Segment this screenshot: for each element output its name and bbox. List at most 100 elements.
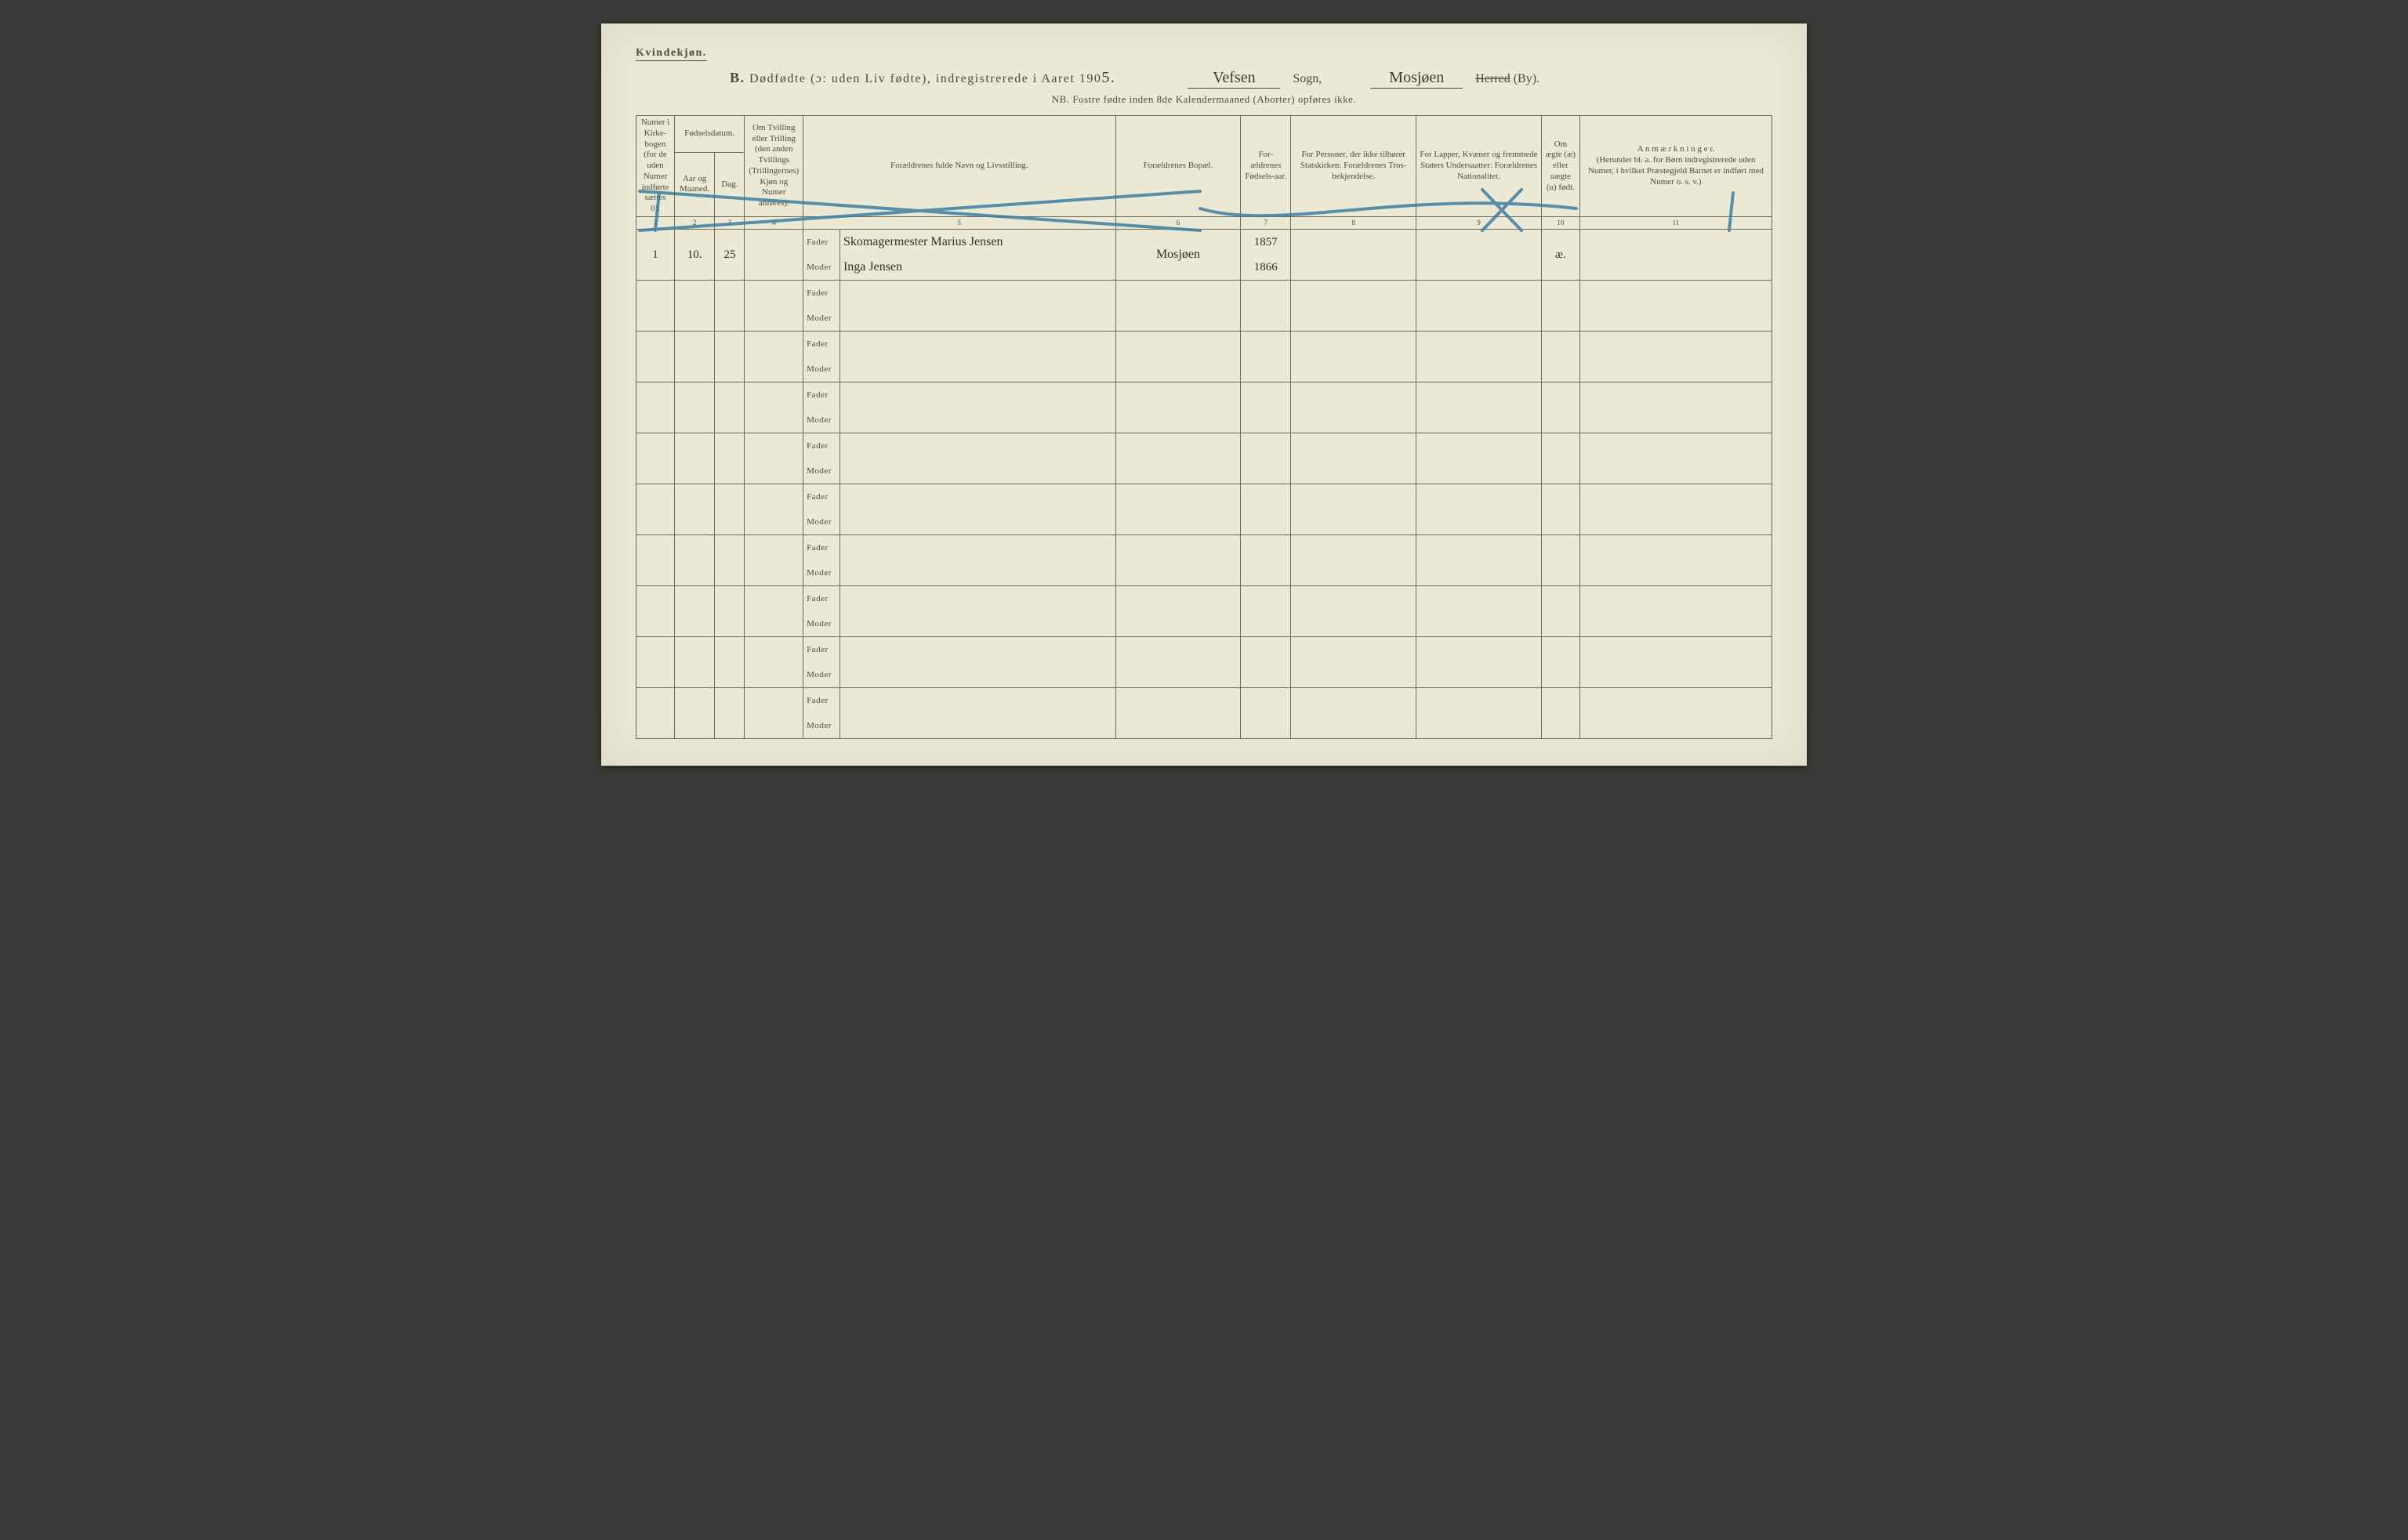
legitimacy: [1541, 382, 1579, 433]
father-name: [840, 586, 1115, 612]
moder-label: Moder: [803, 458, 840, 484]
remarks: [1579, 433, 1772, 484]
remarks: [1579, 586, 1772, 637]
father-birthyear: [1241, 535, 1291, 561]
confession: [1291, 382, 1416, 433]
entry-number: 1: [636, 230, 675, 281]
fader-label: Fader: [803, 332, 840, 357]
entry-twin: [745, 332, 803, 382]
colnum: 7: [1241, 216, 1291, 229]
mother-birthyear: [1241, 611, 1291, 637]
remarks: [1579, 535, 1772, 586]
by-value: Mosjøen: [1370, 69, 1463, 89]
father-name: [840, 535, 1115, 561]
fader-label: Fader: [803, 281, 840, 306]
nationality: [1416, 535, 1542, 586]
mother-name: [840, 458, 1115, 484]
moder-label: Moder: [803, 255, 840, 281]
mother-birthyear: [1241, 357, 1291, 382]
entry-day: 25: [715, 230, 745, 281]
fader-label: Fader: [803, 637, 840, 663]
residence: Mosjøen: [1115, 230, 1241, 281]
legitimacy: [1541, 433, 1579, 484]
father-birthyear: [1241, 433, 1291, 459]
gender-heading: Kvindekjøn.: [636, 47, 707, 61]
year-handwritten: 5.: [1101, 69, 1115, 86]
title-text: Dødfødte (ɔ: uden Liv fødte), indregistr…: [749, 72, 1101, 85]
colnum: 3: [715, 216, 745, 229]
confession: [1291, 688, 1416, 739]
mother-name: [840, 611, 1115, 637]
mother-name: [840, 357, 1115, 382]
entry-month: [675, 484, 715, 535]
fader-label: Fader: [803, 586, 840, 612]
confession: [1291, 586, 1416, 637]
confession: [1291, 484, 1416, 535]
nationality: [1416, 688, 1542, 739]
father-birthyear: [1241, 688, 1291, 714]
moder-label: Moder: [803, 408, 840, 433]
moder-label: Moder: [803, 306, 840, 332]
entry-number: [636, 484, 675, 535]
nationality: [1416, 637, 1542, 688]
confession: [1291, 637, 1416, 688]
remarks: [1579, 637, 1772, 688]
entry-row-father: Fader: [636, 484, 1772, 510]
entry-row-father: Fader: [636, 535, 1772, 561]
mother-birthyear: [1241, 509, 1291, 535]
remarks: [1579, 230, 1772, 281]
entry-day: [715, 281, 745, 332]
entry-month: [675, 535, 715, 586]
nationality: [1416, 332, 1542, 382]
col-9-header: For Lapper, Kvæner og fremmede Staters U…: [1416, 116, 1542, 217]
entry-day: [715, 535, 745, 586]
mother-name: [840, 509, 1115, 535]
entry-month: [675, 688, 715, 739]
mother-name: Inga Jensen: [840, 255, 1115, 281]
entry-twin: [745, 586, 803, 637]
remarks: [1579, 281, 1772, 332]
father-birthyear: [1241, 382, 1291, 408]
entry-number: [636, 586, 675, 637]
entry-twin: [745, 433, 803, 484]
entry-number: [636, 382, 675, 433]
section-letter: B.: [730, 70, 745, 85]
fader-label: Fader: [803, 382, 840, 408]
entry-twin: [745, 281, 803, 332]
residence: [1115, 637, 1241, 688]
entry-month: [675, 637, 715, 688]
colnum: 2: [675, 216, 715, 229]
fader-label: Fader: [803, 484, 840, 510]
colnum: 5: [803, 216, 1115, 229]
entry-row-father: Fader: [636, 433, 1772, 459]
entry-month: [675, 332, 715, 382]
confession: [1291, 281, 1416, 332]
herred-struck: Herred: [1475, 72, 1510, 85]
title-main: B. Dødfødte (ɔ: uden Liv fødte), indregi…: [730, 69, 1115, 87]
mother-birthyear: [1241, 458, 1291, 484]
entry-row-father: 110.25FaderSkomagermester Marius JensenM…: [636, 230, 1772, 255]
col-5-header: Forældrenes fulde Navn og Livsstilling.: [803, 116, 1115, 217]
register-page: Kvindekjøn. B. Dødfødte (ɔ: uden Liv fød…: [601, 24, 1807, 766]
title-row: B. Dødfødte (ɔ: uden Liv fødte), indregi…: [730, 69, 1772, 89]
fader-label: Fader: [803, 230, 840, 255]
col-2a-header: Aar og Maaned.: [675, 153, 715, 217]
entry-row-father: Fader: [636, 586, 1772, 612]
mother-birthyear: [1241, 560, 1291, 586]
confession: [1291, 433, 1416, 484]
moder-label: Moder: [803, 509, 840, 535]
residence: [1115, 535, 1241, 586]
entry-row-father: Fader: [636, 637, 1772, 663]
entry-day: [715, 688, 745, 739]
colnum: 10: [1541, 216, 1579, 229]
father-name: [840, 433, 1115, 459]
col-2-group-header: Fødselsdatum.: [675, 116, 745, 153]
entry-day: [715, 586, 745, 637]
remarks: [1579, 332, 1772, 382]
legitimacy: [1541, 637, 1579, 688]
mother-name: [840, 662, 1115, 688]
mother-name: [840, 713, 1115, 739]
moder-label: Moder: [803, 713, 840, 739]
father-birthyear: [1241, 586, 1291, 612]
moder-label: Moder: [803, 611, 840, 637]
